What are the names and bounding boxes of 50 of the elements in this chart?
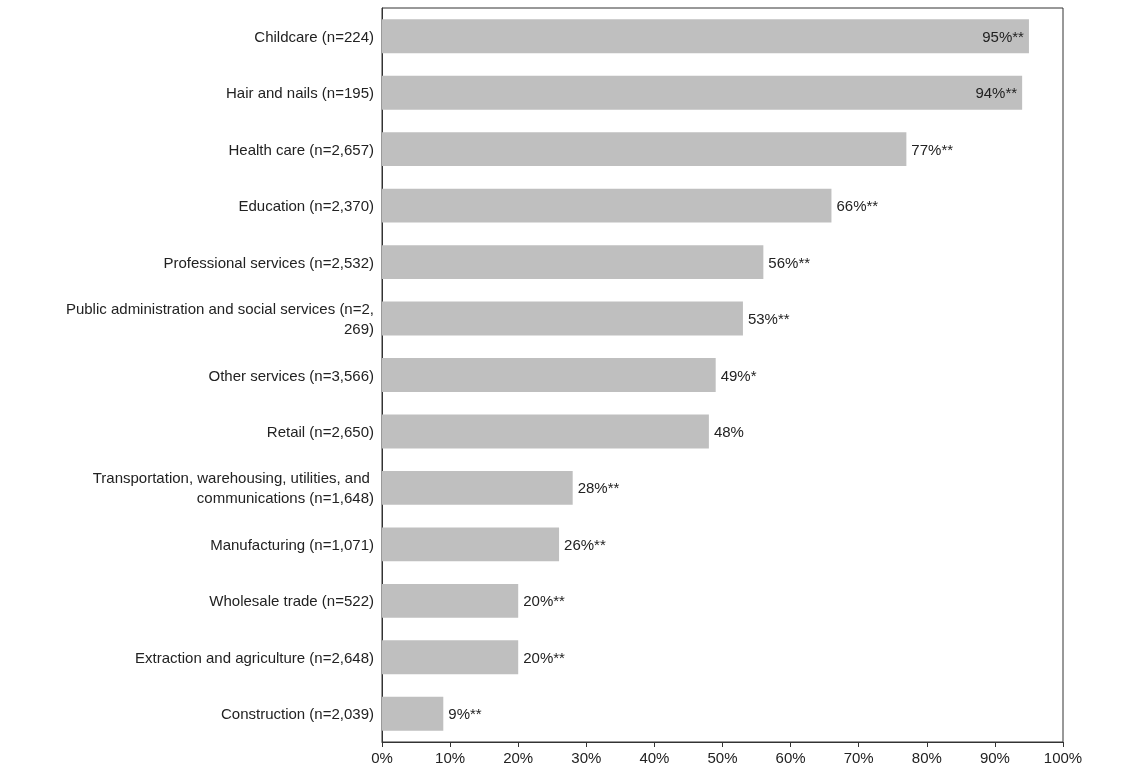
bar <box>382 696 444 731</box>
bar <box>382 414 709 449</box>
x-tick-label: 80% <box>911 749 942 766</box>
data-label: 56%** <box>768 253 811 271</box>
x-tick-label: 90% <box>979 749 1010 766</box>
data-label: 20%** <box>523 648 566 666</box>
x-tick-label: 70% <box>843 749 874 766</box>
y-tick-label: Hair and nails (n=195) <box>225 84 374 102</box>
data-label: 94%** <box>975 84 1018 102</box>
y-tick-label: Retail (n=2,650) <box>266 422 374 440</box>
x-tick-label: 50% <box>707 749 738 766</box>
y-tick-label: Professional services (n=2,532) <box>163 253 374 271</box>
data-label: 77%** <box>911 140 954 158</box>
bar <box>382 19 1029 54</box>
data-label: 66%** <box>836 197 879 215</box>
bar <box>382 132 907 167</box>
y-tick-label: Health care (n=2,657) <box>228 140 374 158</box>
y-tick-label: Transportation, warehousing, utilities, and communications (n=1,648) <box>92 469 374 507</box>
y-tick-label: Other services (n=3,566) <box>208 366 374 384</box>
x-tick-label: 30% <box>571 749 602 766</box>
y-tick-label: Wholesale trade (n=522) <box>209 592 374 610</box>
data-label: 26%** <box>564 535 606 553</box>
data-label: 9%** <box>448 705 482 723</box>
y-tick-label: Education (n=2,370) <box>238 197 374 215</box>
data-label: 53%** <box>747 310 790 328</box>
data-label: 49%* <box>720 366 757 384</box>
x-tick-label: 0% <box>371 749 393 766</box>
y-tick-label: Childcare (n=224) <box>254 27 374 45</box>
bar <box>382 640 519 675</box>
y-tick-label: Manufacturing (n=1,071) <box>210 535 374 553</box>
y-tick-label: Extraction and agriculture (n=2,648) <box>135 648 374 666</box>
bar <box>382 188 832 223</box>
x-tick-label: 10% <box>435 749 466 766</box>
bar <box>382 75 1023 110</box>
bar <box>382 470 573 505</box>
bar <box>382 245 764 280</box>
data-label: 20%** <box>523 592 566 610</box>
data-label: 95%** <box>982 27 1025 45</box>
x-tick-label: 100% <box>1043 749 1083 766</box>
x-tick-label: 60% <box>775 749 806 766</box>
y-tick-label: Public administration and social services (n=2,269) <box>65 300 374 338</box>
x-tick-label: 40% <box>639 749 670 766</box>
bar <box>382 358 716 392</box>
data-label: 28%** <box>577 479 620 497</box>
bar <box>382 583 519 618</box>
x-tick-label: 20% <box>503 749 534 766</box>
bar <box>382 301 743 336</box>
bar <box>382 527 560 562</box>
y-tick-label: Construction (n=2,039) <box>220 705 374 723</box>
data-label: 48% <box>713 422 744 440</box>
